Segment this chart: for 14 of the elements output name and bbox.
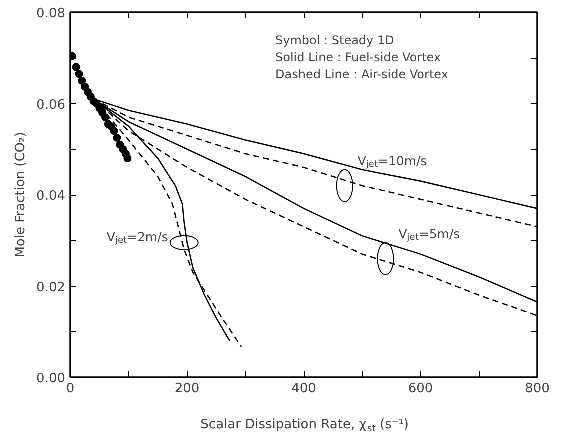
y-tick-label: 0.06 [36, 98, 66, 113]
y-tick-label: 0.02 [36, 280, 66, 296]
y-tick-label: 0.04 [36, 189, 66, 204]
x-tick-label: 600 [408, 382, 434, 396]
x-tick-label: 800 [525, 382, 550, 396]
annotation: Solid Line : Fuel-side Vortex [276, 50, 442, 64]
x-tick-label: 0 [66, 382, 75, 396]
y-tick-label: 0.08 [36, 6, 66, 22]
annotation: Symbol : Steady 1D [276, 34, 394, 48]
y-tick-label: 0.00 [36, 372, 66, 386]
y-axis-title: Mole Fraction (CO₂) [14, 132, 29, 258]
x-tick-label: 400 [292, 382, 316, 396]
annotation: Dashed Line : Air-side Vortex [276, 68, 448, 82]
x-tick-label: 200 [174, 382, 200, 396]
